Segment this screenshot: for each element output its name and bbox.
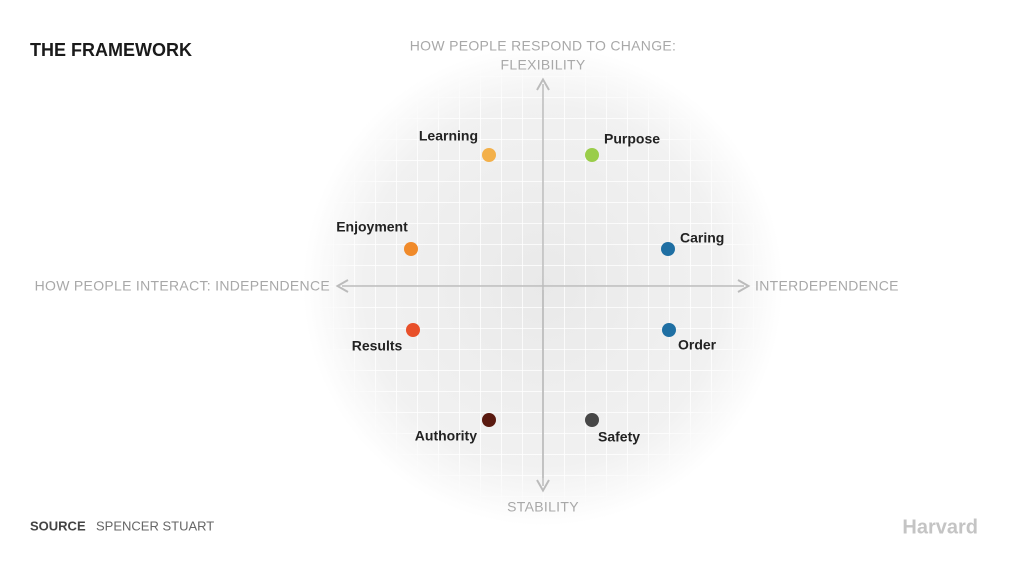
node-label: Safety — [598, 429, 640, 445]
node-dot — [482, 148, 496, 162]
node-dot — [661, 242, 675, 256]
node-dot — [482, 413, 496, 427]
node-dot — [585, 413, 599, 427]
axis-top-line1: HOW PEOPLE RESPOND TO CHANGE: — [410, 38, 676, 54]
source-text: SPENCER STUART — [96, 518, 214, 533]
node-label: Enjoyment — [336, 219, 408, 235]
node-label: Learning — [419, 128, 478, 144]
brand: Harvard — [902, 516, 978, 538]
axis-left: HOW PEOPLE INTERACT: INDEPENDENCE — [35, 278, 330, 294]
nodes: Learning Purpose Enjoyment Caring Results Ord… — [336, 128, 724, 445]
node-dot — [585, 148, 599, 162]
node-dot — [406, 323, 420, 337]
node-dot — [662, 323, 676, 337]
title: THE FRAMEWORK — [30, 40, 192, 60]
axis-bottom: STABILITY — [507, 499, 579, 515]
node-label: Authority — [415, 428, 477, 444]
node-label: Caring — [680, 230, 724, 246]
source-label: SOURCE — [30, 518, 86, 533]
node-dot — [404, 242, 418, 256]
axis-right: INTERDEPENDENCE — [755, 278, 899, 294]
node-label: Results — [352, 338, 403, 354]
axis-top-line2: FLEXIBILITY — [501, 57, 586, 73]
node-label: Order — [678, 337, 717, 353]
node-label: Purpose — [604, 131, 660, 147]
